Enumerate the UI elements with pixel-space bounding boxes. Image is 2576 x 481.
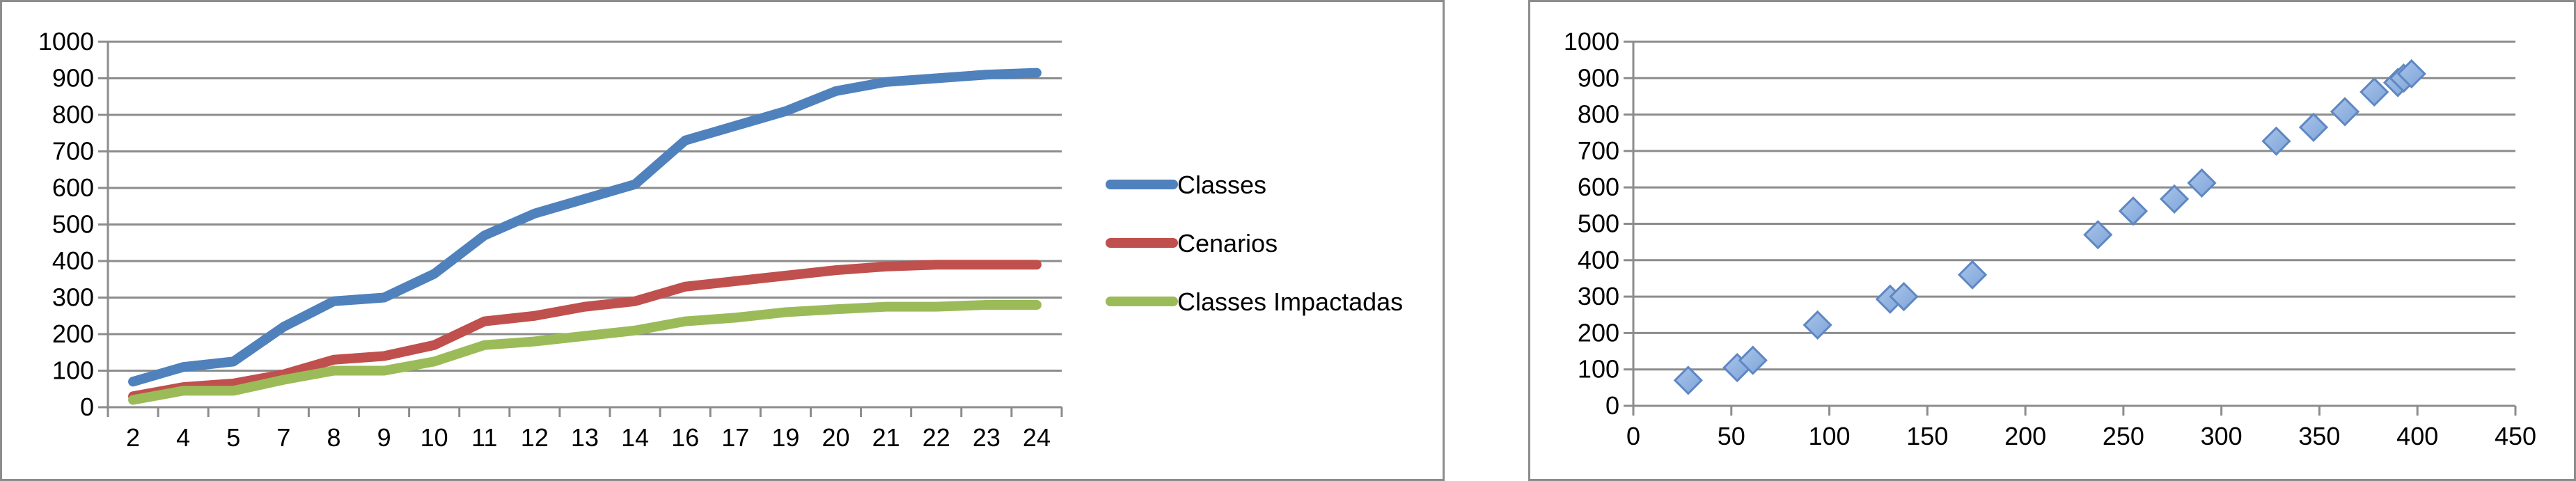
y-tick-label: 200	[1578, 318, 1619, 347]
scatter-point	[1673, 365, 1703, 395]
x-tick-label: 5	[226, 423, 240, 452]
series-line	[128, 300, 1042, 405]
line-chart-panel: 0 100 200 300 400 500 600 700 800 900 1000 2 4 5 7 8 9 10…	[0, 0, 1445, 481]
scatter-gridlines	[1624, 40, 2515, 407]
scatter-point	[1738, 345, 1768, 375]
x-tick-label: 7	[276, 423, 290, 452]
y-tick-label: 100	[1578, 355, 1619, 384]
y-tick-label: 800	[1578, 100, 1619, 129]
y-tick-label: 0	[1605, 391, 1619, 420]
y-tick-label: 400	[52, 246, 94, 275]
legend-label: Cenarios	[1177, 229, 1278, 258]
x-tick-label: 400	[2396, 422, 2438, 450]
scatter-point	[2396, 58, 2426, 89]
y-tick-label: 500	[1578, 210, 1619, 238]
x-tick-label: 22	[922, 423, 950, 452]
x-tick-label: 350	[2298, 422, 2340, 450]
x-tick-label: 11	[471, 423, 497, 452]
scatter-point	[1803, 310, 1832, 340]
scatter-point	[2083, 220, 2113, 250]
y-tick-label: 700	[1578, 136, 1619, 165]
y-tick-label: 200	[52, 320, 94, 348]
x-tick-label: 2	[126, 423, 140, 452]
y-tick-label: 900	[52, 64, 94, 93]
legend: Classes Cenarios Classes Impactadas	[1106, 171, 1403, 316]
x-tick-label: 17	[721, 423, 749, 452]
scatter-point	[1889, 281, 1919, 312]
scatter-point	[2330, 97, 2360, 127]
x-tick-label: 10	[421, 423, 448, 452]
x-tick-label: 8	[327, 423, 340, 452]
x-tick-label: 100	[1809, 422, 1851, 450]
y-tick-label: 0	[80, 393, 94, 421]
series-line	[128, 260, 1042, 402]
scatter-point	[1957, 260, 1988, 290]
legend-label: Classes Impactadas	[1177, 287, 1403, 316]
x-tick-label: 19	[771, 423, 799, 452]
x-tick-label: 4	[176, 423, 190, 452]
y-tick-label: 500	[52, 210, 94, 239]
x-tick-label: 24	[1023, 423, 1051, 452]
legend-label: Classes	[1177, 171, 1266, 199]
y-tick-label: 800	[52, 100, 94, 129]
x-tick-label: 12	[521, 423, 549, 452]
y-tick-label: 700	[52, 137, 94, 166]
x-tick-label: 16	[671, 423, 699, 452]
y-tick-label: 400	[1578, 246, 1619, 274]
x-tick-label: 450	[2495, 422, 2536, 450]
x-tick-label: 23	[973, 423, 1000, 452]
scatter-point	[2159, 184, 2190, 214]
y-tick-label: 300	[1578, 282, 1619, 310]
scatter-point	[2187, 168, 2217, 198]
series-line	[128, 68, 1042, 387]
y-tick-label: 1000	[38, 27, 94, 56]
x-tick-label: 21	[872, 423, 900, 452]
scatter-point	[2118, 196, 2149, 226]
x-tick-label: 13	[571, 423, 599, 452]
scatter-chart: 0 100 200 300 400 500 600 700 800 900 1000 0 50 100 15…	[1564, 27, 2536, 450]
scatter-point	[2359, 77, 2389, 107]
y-tick-label: 600	[52, 173, 94, 202]
scatter-point	[2261, 126, 2291, 156]
x-tick-label: 200	[2004, 422, 2046, 450]
x-tick-label: 9	[377, 423, 391, 452]
x-tick-label: 14	[621, 423, 649, 452]
x-tick-label: 300	[2201, 422, 2243, 450]
x-tick-label: 0	[1626, 422, 1640, 450]
y-tick-label: 600	[1578, 173, 1619, 201]
scatter-point	[2298, 112, 2329, 143]
y-tick-label: 100	[52, 356, 94, 385]
y-tick-label: 1000	[1564, 27, 1619, 56]
x-tick-label: 20	[822, 423, 850, 452]
y-tick-label: 900	[1578, 63, 1619, 92]
x-tick-label: 250	[2103, 422, 2144, 450]
y-tick-label: 300	[52, 283, 94, 312]
scatter-chart-panel: 0 100 200 300 400 500 600 700 800 900 1000 0 50 100 15…	[1528, 0, 2576, 481]
x-tick-label: 50	[1718, 422, 1745, 450]
x-tick-label: 150	[1906, 422, 1948, 450]
